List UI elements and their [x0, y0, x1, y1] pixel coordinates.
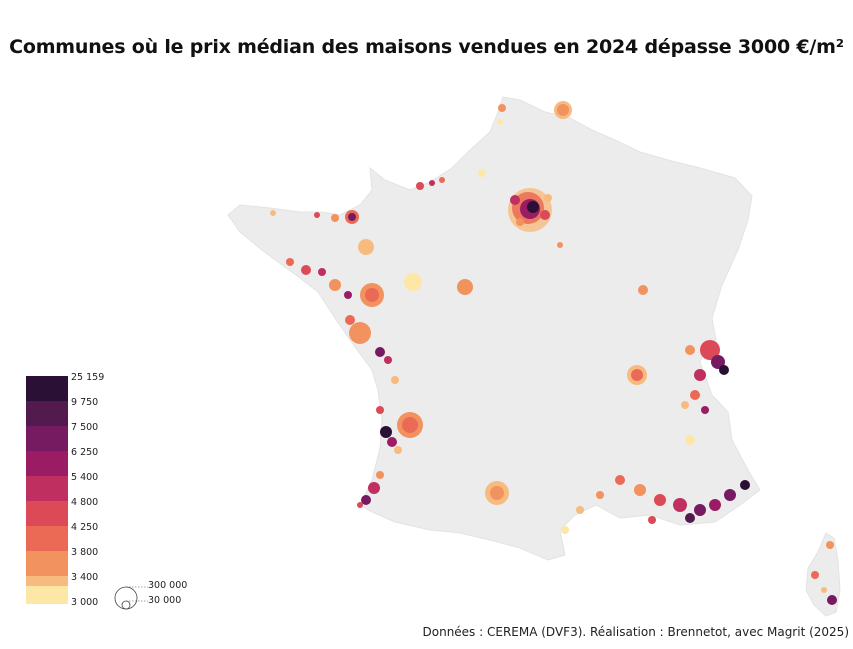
size-legend-small-label: 30 000: [148, 595, 182, 606]
size-legend-small-circle: [121, 600, 131, 610]
legend-swatch-2: [26, 401, 68, 426]
mediterranean-points: [561, 475, 750, 534]
legend-label-1: 25 159: [71, 372, 105, 383]
north-points: [416, 101, 572, 190]
basque-points: [357, 471, 384, 508]
legend-label-3: 7 500: [71, 422, 99, 433]
legend-swatch-7: [26, 526, 68, 551]
size-legend-large-circle: [114, 586, 138, 610]
legend-label-9: 3 400: [71, 572, 99, 583]
corsica-points: [811, 541, 837, 605]
legend-label-4: 6 250: [71, 447, 99, 458]
alps-points: [681, 340, 729, 445]
size-legend: 300 000 30 000: [110, 578, 200, 618]
size-legend-large-label: 300 000: [148, 580, 188, 591]
legend-swatch-5: [26, 476, 68, 501]
map-title: Communes où le prix médian des maisons v…: [9, 36, 844, 58]
legend-label-8: 3 800: [71, 547, 99, 558]
legend-swatch-1: [26, 376, 68, 401]
bordeaux-points: [376, 406, 423, 454]
legend-swatch-8: [26, 551, 68, 576]
lyon-points: [627, 285, 648, 385]
legend-swatch-10: [26, 586, 68, 604]
paris-region-points: [508, 188, 563, 248]
size-legend-circles: [114, 586, 148, 610]
legend-label-7: 4 250: [71, 522, 99, 533]
legend-label-5: 5 400: [71, 472, 99, 483]
brittany-points: [270, 210, 374, 299]
toulouse-points: [485, 481, 509, 505]
legend-swatch-6: [26, 501, 68, 526]
legend-label-10: 3 000: [71, 597, 99, 608]
legend-swatch-4: [26, 451, 68, 476]
legend-swatch-3: [26, 426, 68, 451]
source-credit: Données : CEREMA (DVF3). Réalisation : B…: [422, 625, 850, 639]
mainland-france-shape: [227, 96, 761, 561]
legend-label-2: 9 750: [71, 397, 99, 408]
atlantic-points: [345, 273, 473, 384]
legend-label-6: 4 800: [71, 497, 99, 508]
color-legend: 25 159 9 750 7 500 6 250 5 400 4 800 4 2…: [26, 372, 146, 608]
